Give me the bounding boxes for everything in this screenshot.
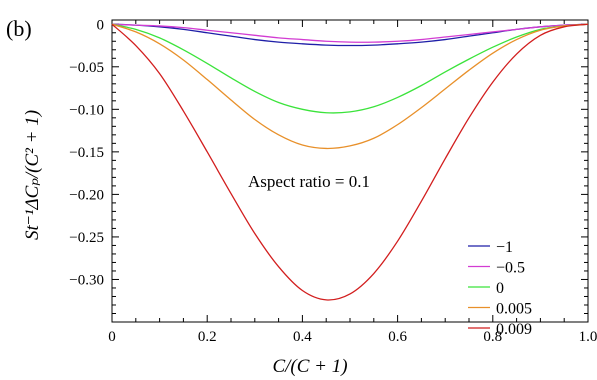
y-tick-label: −0.15: [69, 145, 104, 161]
legend-label-2: 0: [496, 280, 504, 297]
x-tick-label: 0.6: [388, 329, 407, 345]
series-line-2: [111, 23, 589, 114]
x-tick-label: 0.4: [293, 329, 312, 345]
y-tick-label: −0.10: [69, 102, 104, 118]
legend: −1 −0.5 0 0.005 0.009: [468, 239, 532, 338]
panel-label: (b): [6, 16, 32, 41]
aspect-ratio-annotation: Aspect ratio = 0.1: [248, 172, 370, 191]
series-line-1: [111, 23, 589, 43]
legend-label-1: −0.5: [496, 260, 525, 277]
x-tick-label: 0.2: [198, 329, 217, 345]
series-lines: [111, 23, 589, 301]
y-tick-label: −0.05: [69, 60, 104, 76]
x-tick-label: 1.0: [579, 329, 597, 345]
legend-label-0: −1: [496, 239, 513, 256]
x-tick-label: 0.8: [483, 329, 502, 345]
x-axis-title: C/(C + 1): [272, 356, 347, 377]
x-tick-label: 0: [108, 329, 116, 345]
y-tick-label: 0: [97, 17, 105, 33]
plot-frame: [111, 19, 589, 323]
series-line-3: [111, 23, 589, 150]
series-line-4: [111, 23, 589, 301]
legend-label-3: 0.005: [496, 301, 532, 318]
y-tick-label: −0.30: [69, 272, 104, 288]
y-tick-label: −0.20: [69, 187, 104, 203]
y-axis-title: St⁻¹ΔCₚ/(C² + 1): [22, 110, 43, 240]
axis-ticks: 0 0.2 0.4 0.6 0.8 1.0 0 −0.05 −0.10 −0.15 −0.20 −0.…: [69, 17, 597, 345]
legend-label-4: 0.009: [496, 321, 532, 338]
y-tick-label: −0.25: [69, 230, 104, 246]
